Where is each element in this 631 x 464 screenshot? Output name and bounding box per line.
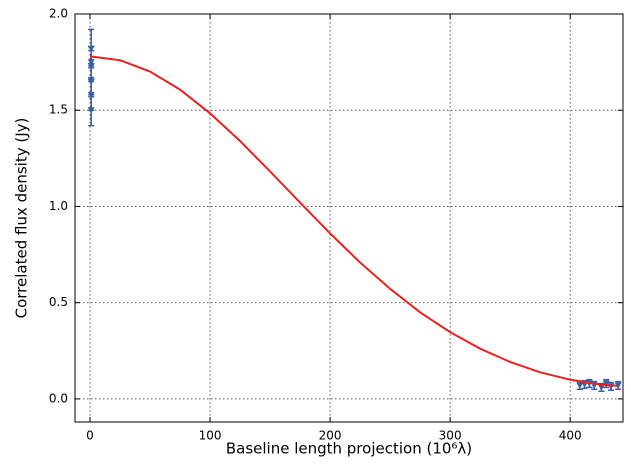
y-tick-label: 1.0 (49, 199, 68, 213)
x-tick-label: 300 (439, 429, 462, 443)
x-tick-label: 200 (319, 429, 342, 443)
x-axis-title: Baseline length projection (10⁶λ) (226, 440, 472, 458)
fit-line (89, 55, 619, 387)
data-point (597, 384, 605, 391)
y-tick-label: 1.5 (49, 103, 68, 117)
x-tick-label: 400 (559, 429, 582, 443)
data-point (576, 382, 584, 389)
y-tick-label: 0.0 (49, 391, 68, 405)
y-axis-title: Correlated flux density (Jy) (13, 118, 31, 319)
y-tick-label: 2.0 (49, 7, 68, 21)
data-point (87, 107, 95, 114)
y-tick-label: 0.5 (49, 295, 68, 309)
x-tick-label: 0 (86, 429, 94, 443)
x-tick-label: 100 (199, 429, 222, 443)
data-point (602, 380, 610, 388)
plot-frame (74, 13, 624, 423)
